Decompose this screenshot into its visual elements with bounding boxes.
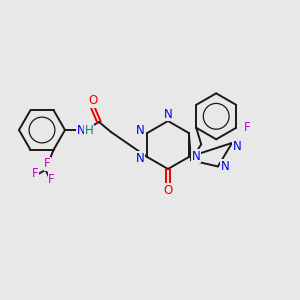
- Text: N: N: [136, 152, 145, 164]
- Text: N: N: [220, 160, 229, 173]
- Text: N: N: [192, 150, 201, 163]
- Text: F: F: [44, 158, 51, 170]
- Text: N: N: [232, 140, 242, 154]
- Text: N: N: [136, 124, 145, 136]
- Text: F: F: [244, 121, 250, 134]
- Text: H: H: [85, 124, 93, 137]
- Text: O: O: [88, 94, 98, 107]
- Text: N: N: [76, 124, 85, 136]
- Text: N: N: [164, 107, 172, 121]
- Text: F: F: [32, 167, 39, 180]
- Text: O: O: [164, 184, 172, 196]
- Text: F: F: [48, 173, 55, 186]
